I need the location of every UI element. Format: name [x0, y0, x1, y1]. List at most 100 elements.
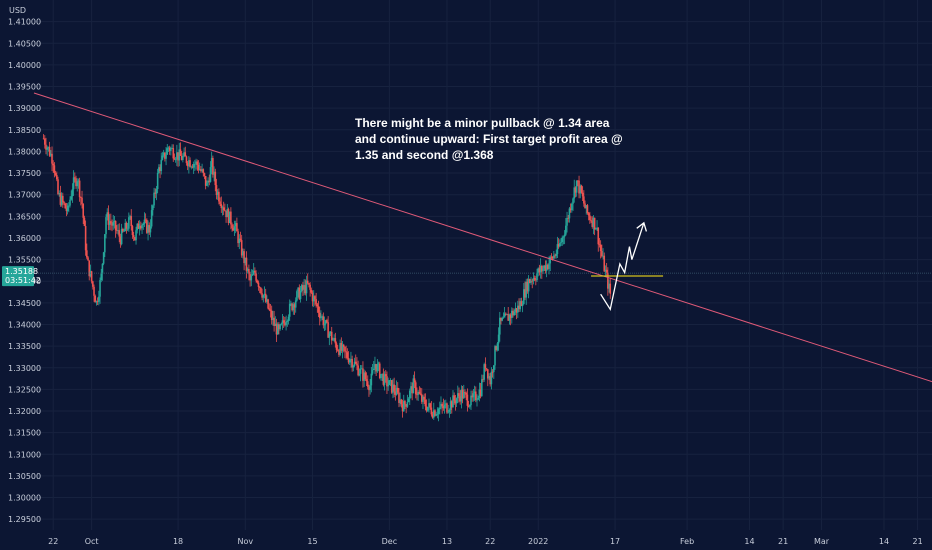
candle-body: [466, 394, 469, 406]
candle-body: [607, 272, 609, 289]
candle-body: [383, 374, 386, 385]
candle-body: [197, 164, 200, 170]
candle-body: [188, 160, 190, 167]
candle-body: [192, 163, 195, 168]
candle-body: [364, 372, 367, 380]
candle-body: [536, 273, 538, 281]
candle-body: [111, 223, 113, 226]
candle-body: [225, 210, 227, 218]
candle-body: [146, 219, 148, 233]
candle-body: [317, 306, 320, 313]
candle-body: [292, 304, 295, 311]
trade-annotation[interactable]: There might be a minor pullback @ 1.34 a…: [355, 116, 623, 162]
candle-body: [444, 403, 447, 405]
candle-body: [473, 391, 476, 394]
candle-body: [123, 231, 125, 232]
candle-body: [464, 392, 466, 393]
candle-body: [104, 234, 106, 253]
candle-body: [572, 198, 574, 204]
candle-body: [219, 201, 221, 205]
candle-body: [224, 210, 226, 211]
candle-body: [161, 155, 164, 160]
candle-body: [479, 389, 482, 396]
candle-body: [222, 207, 225, 211]
candle-body: [102, 252, 105, 264]
candle-body: [418, 391, 421, 394]
candle-body: [279, 324, 281, 330]
candle-body: [234, 223, 237, 227]
candle-body: [351, 358, 353, 368]
candle-body: [410, 386, 412, 391]
candle-body: [601, 251, 603, 257]
candles: [42, 134, 612, 422]
candle-body: [165, 154, 167, 159]
candle-body: [81, 197, 83, 204]
candle-body: [238, 238, 241, 244]
candle-body: [230, 211, 232, 225]
candle-body: [162, 152, 165, 156]
annotation-line: and continue upward: First target profit…: [355, 132, 623, 146]
candle-body: [184, 152, 187, 157]
candle-body: [126, 228, 129, 230]
y-tick-label: 1.31500: [8, 429, 41, 438]
candle-body: [65, 208, 68, 212]
candle-body: [544, 265, 547, 271]
candle-body: [503, 313, 506, 318]
candle-body: [485, 368, 488, 370]
candle-body: [366, 381, 369, 387]
candle-body: [310, 289, 313, 293]
candle-body: [69, 199, 71, 206]
candle-body: [77, 180, 80, 182]
candle-body: [105, 217, 107, 235]
x-tick-label: Dec: [382, 537, 397, 546]
candle-body: [195, 161, 197, 164]
y-tick-label: 1.34500: [8, 299, 41, 308]
candle-body: [598, 244, 601, 246]
candle-body: [202, 169, 205, 174]
candle-body: [462, 392, 465, 399]
candle-body: [321, 316, 323, 318]
y-tick-label: 1.36500: [8, 212, 41, 221]
trend-line[interactable]: [33, 92, 932, 383]
currency-label: USD: [9, 6, 26, 15]
x-tick-label: 22: [485, 537, 495, 546]
y-tick-label: 1.30500: [8, 472, 41, 481]
candle-body: [591, 221, 594, 227]
candle-countdown: 03:51:42: [5, 276, 41, 285]
candle-body: [440, 403, 442, 408]
candle-body: [328, 333, 331, 338]
candle-body: [388, 380, 391, 385]
candle-body: [497, 334, 500, 344]
candle-body: [560, 242, 562, 244]
candle-body: [130, 216, 133, 227]
candle-body: [51, 153, 53, 164]
x-tick-label: 13: [442, 537, 452, 546]
candle-body: [314, 296, 316, 300]
candle-body: [75, 178, 77, 187]
candle-body: [506, 314, 508, 315]
candle-body: [304, 285, 307, 294]
candle-body: [484, 364, 487, 369]
candle-body: [356, 363, 358, 366]
candle-body: [376, 364, 379, 372]
candle-body: [448, 409, 451, 412]
candle-body: [406, 402, 409, 407]
candle-body: [221, 207, 224, 209]
candle-body: [334, 338, 337, 344]
candle-body: [539, 265, 542, 273]
y-tick-label: 1.37000: [8, 191, 41, 200]
candle-body: [386, 376, 388, 387]
candle-body: [45, 144, 47, 150]
candle-body: [138, 225, 141, 229]
candle-body: [589, 215, 591, 220]
y-tick-label: 1.34000: [8, 320, 41, 329]
candle-body: [417, 391, 419, 395]
candle-body: [545, 264, 548, 271]
candle-body: [414, 382, 417, 395]
candle-body: [262, 295, 265, 298]
candle-body: [272, 317, 274, 321]
projection-path[interactable]: [600, 222, 645, 312]
candle-body: [526, 281, 529, 292]
candle-body: [578, 180, 580, 194]
